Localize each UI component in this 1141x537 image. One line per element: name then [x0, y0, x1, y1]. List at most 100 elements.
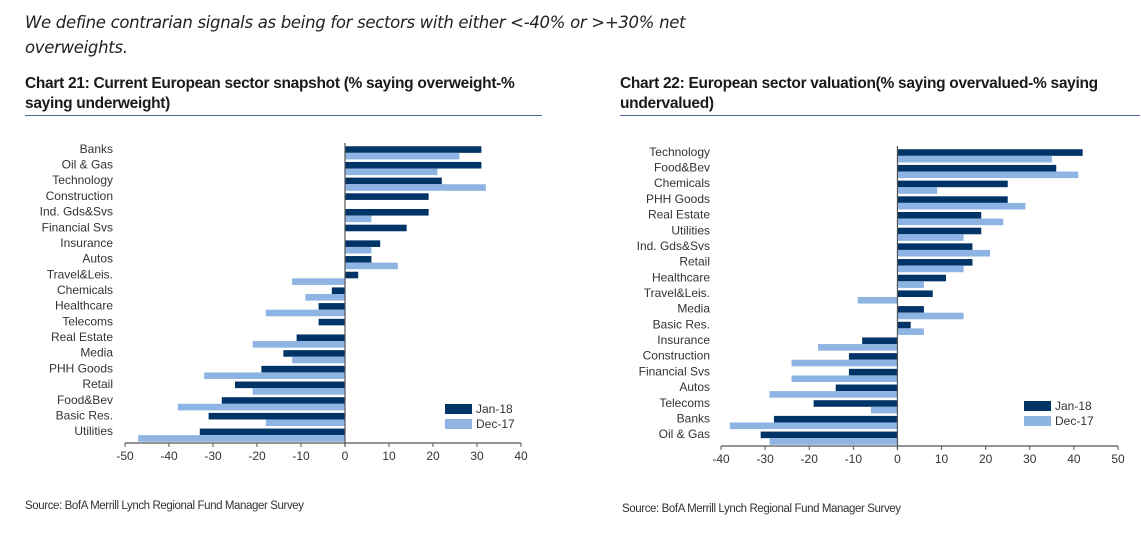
chart21-bar-dec17 — [138, 435, 345, 442]
chart22-bar-dec17 — [897, 328, 924, 335]
chart21-bar-dec17 — [305, 294, 345, 301]
chart21-category-label: Travel&Leis. — [47, 267, 113, 281]
chart22-bar-dec17 — [791, 375, 898, 383]
chart22-bar-jan18 — [897, 227, 982, 235]
chart22-bar-jan18 — [813, 400, 898, 407]
chart21-bar-jan18 — [345, 224, 407, 232]
chart-21-source: Source: BofA Merrill Lynch Regional Fund… — [25, 500, 304, 512]
chart22-bar-dec17 — [818, 344, 898, 351]
chart22-bar-jan18 — [897, 290, 933, 297]
chart21-bar-dec17 — [177, 403, 345, 411]
chart21-x-tick-label: -40 — [160, 449, 178, 463]
chart21-bar-dec17 — [345, 215, 372, 223]
chart21-bar-jan18 — [345, 146, 482, 153]
chart21-category-label: Food&Bev — [57, 393, 113, 407]
chart22-bar-jan18 — [897, 259, 973, 266]
chart22-bar-jan18 — [897, 149, 1083, 156]
chart22-category-label: Construction — [643, 349, 710, 363]
chart21-category-label: Telecoms — [62, 314, 113, 328]
chart22-category-label: Insurance — [657, 333, 710, 347]
chart21-bar-dec17 — [292, 356, 345, 364]
chart22-x-tick-label: 50 — [1111, 452, 1125, 466]
chart21-x-tick-label: 30 — [470, 449, 484, 463]
chart22-bar-dec17 — [897, 312, 964, 320]
chart22-bar-dec17 — [729, 422, 898, 430]
chart22-bar-jan18 — [835, 384, 898, 392]
chart22-bar-dec17 — [897, 218, 1004, 226]
chart22-bar-dec17 — [870, 406, 898, 414]
chart22-x-tick-label: 40 — [1067, 452, 1081, 466]
chart21-bar-dec17 — [265, 309, 345, 317]
chart22-category-label: Telecoms — [659, 396, 710, 410]
chart22-category-label: Retail — [679, 255, 710, 269]
chart21-legend-swatch-jan18 — [445, 404, 472, 414]
chart21-category-label: Utilities — [74, 424, 113, 438]
chart21-x-tick-label: -50 — [116, 449, 134, 463]
chart-21-title: Chart 21: Current European sector snapsh… — [25, 74, 542, 116]
chart21-bar-jan18 — [345, 240, 381, 247]
chart21-bar-jan18 — [318, 318, 345, 326]
chart22-bar-dec17 — [897, 171, 1079, 179]
chart21-bar-dec17 — [252, 388, 345, 395]
chart22-x-tick-label: -40 — [712, 452, 730, 466]
chart22-x-tick-label: 10 — [935, 452, 949, 466]
chart21-bar-jan18 — [318, 303, 345, 310]
chart22-bar-jan18 — [760, 431, 898, 439]
chart21-bar-dec17 — [345, 184, 486, 191]
chart22-bar-dec17 — [897, 249, 991, 257]
chart-22-title: Chart 22: European sector valuation(% sa… — [620, 74, 1140, 116]
chart21-x-tick-label: -10 — [292, 449, 310, 463]
chart22-category-label: Food&Bev — [654, 161, 710, 175]
chart22-bar-jan18 — [848, 353, 898, 360]
chart22-category-label: Healthcare — [652, 270, 710, 284]
chart22-bar-jan18 — [897, 180, 1008, 188]
chart22-bar-jan18 — [862, 337, 898, 345]
chart22-bar-jan18 — [897, 196, 1008, 203]
chart21-category-label: Media — [80, 346, 113, 360]
chart22-category-label: Ind. Gds&Svs — [637, 239, 710, 253]
chart21-bar-jan18 — [345, 271, 359, 279]
chart21-bar-dec17 — [204, 372, 345, 380]
chart21-x-tick-label: 10 — [382, 449, 396, 463]
chart21-legend-swatch-dec17 — [445, 419, 472, 429]
chart21-category-label: Financial Svs — [42, 220, 113, 234]
chart21-bar-dec17 — [265, 419, 345, 427]
chart21-category-label: Banks — [80, 142, 113, 156]
chart21-x-tick-label: 0 — [342, 449, 349, 463]
chart21-bar-jan18 — [345, 177, 442, 185]
chart22-bar-dec17 — [857, 297, 898, 304]
chart21-legend-label: Jan-18 — [476, 402, 513, 416]
chart22-bar-dec17 — [897, 202, 1026, 210]
chart22-bar-dec17 — [897, 187, 938, 194]
chart22-legend-swatch-dec17 — [1024, 416, 1051, 426]
chart21-bar-dec17 — [345, 152, 460, 160]
chart22-legend-swatch-jan18 — [1024, 401, 1051, 411]
chart21-bar-jan18 — [345, 193, 429, 200]
chart21-legend-label: Dec-17 — [476, 417, 515, 431]
chart22-category-label: Basic Res. — [653, 317, 710, 331]
chart21-category-label: Insurance — [60, 236, 113, 250]
chart22-x-tick-label: 30 — [1023, 452, 1037, 466]
chart22-bar-jan18 — [897, 274, 946, 282]
chart21-bar-jan18 — [199, 428, 345, 436]
chart22-bar-dec17 — [769, 438, 898, 445]
chart21-category-label: Healthcare — [55, 299, 113, 313]
chart22-category-label: Financial Svs — [639, 364, 710, 378]
chart21-bar-dec17 — [345, 262, 398, 270]
chart22-category-label: Chemicals — [654, 176, 710, 190]
chart22-legend-label: Dec-17 — [1055, 414, 1094, 428]
chart21-bar-jan18 — [345, 208, 429, 216]
chart21-bar-dec17 — [345, 246, 372, 254]
chart22-x-tick-label: -20 — [801, 452, 819, 466]
chart22-bar-jan18 — [773, 415, 898, 423]
chart21-category-label: Real Estate — [51, 330, 113, 344]
chart22-x-tick-label: 0 — [894, 452, 901, 466]
chart21-x-tick-label: -20 — [248, 449, 266, 463]
intro-text: We define contrarian signals as being fo… — [25, 13, 686, 57]
chart22-bar-jan18 — [897, 164, 1057, 172]
chart21-x-tick-label: 20 — [426, 449, 440, 463]
chart21-bar-jan18 — [296, 334, 345, 342]
chart22-bar-dec17 — [897, 265, 964, 273]
chart21-category-label: PHH Goods — [49, 361, 113, 375]
